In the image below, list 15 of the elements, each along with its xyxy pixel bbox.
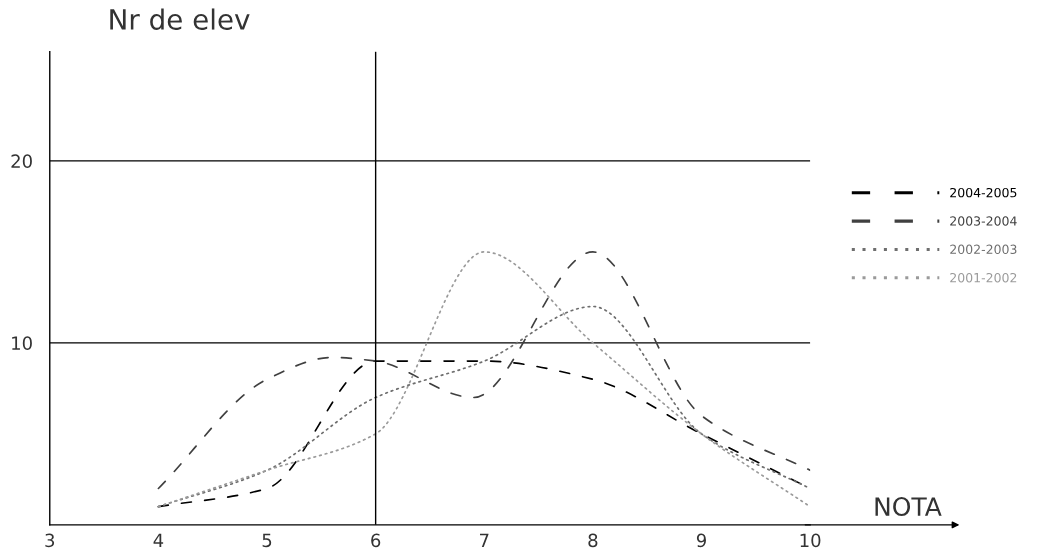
text: 2004-2005 xyxy=(950,187,1017,198)
x-tick-label: 7 xyxy=(480,533,489,547)
y-axis-title: Nr de elev xyxy=(110,8,250,30)
text: 2003-2004 xyxy=(950,216,1017,226)
x-tick-label: 10 xyxy=(800,533,821,548)
x-tick-label: 9 xyxy=(696,533,706,548)
text: 2001-2002 xyxy=(950,272,1017,283)
text: 2002-2003 xyxy=(950,244,1017,255)
x-tick-label: 3 xyxy=(45,533,55,548)
x-tick-label: 5 xyxy=(262,533,272,548)
x-tick-label: 6 xyxy=(371,533,381,548)
x-axis-title: NOTA xyxy=(875,497,942,517)
x-tick-label: 8 xyxy=(588,533,598,548)
x-tick-label: 4 xyxy=(153,533,164,547)
y-tick-label: 20 xyxy=(11,154,32,169)
